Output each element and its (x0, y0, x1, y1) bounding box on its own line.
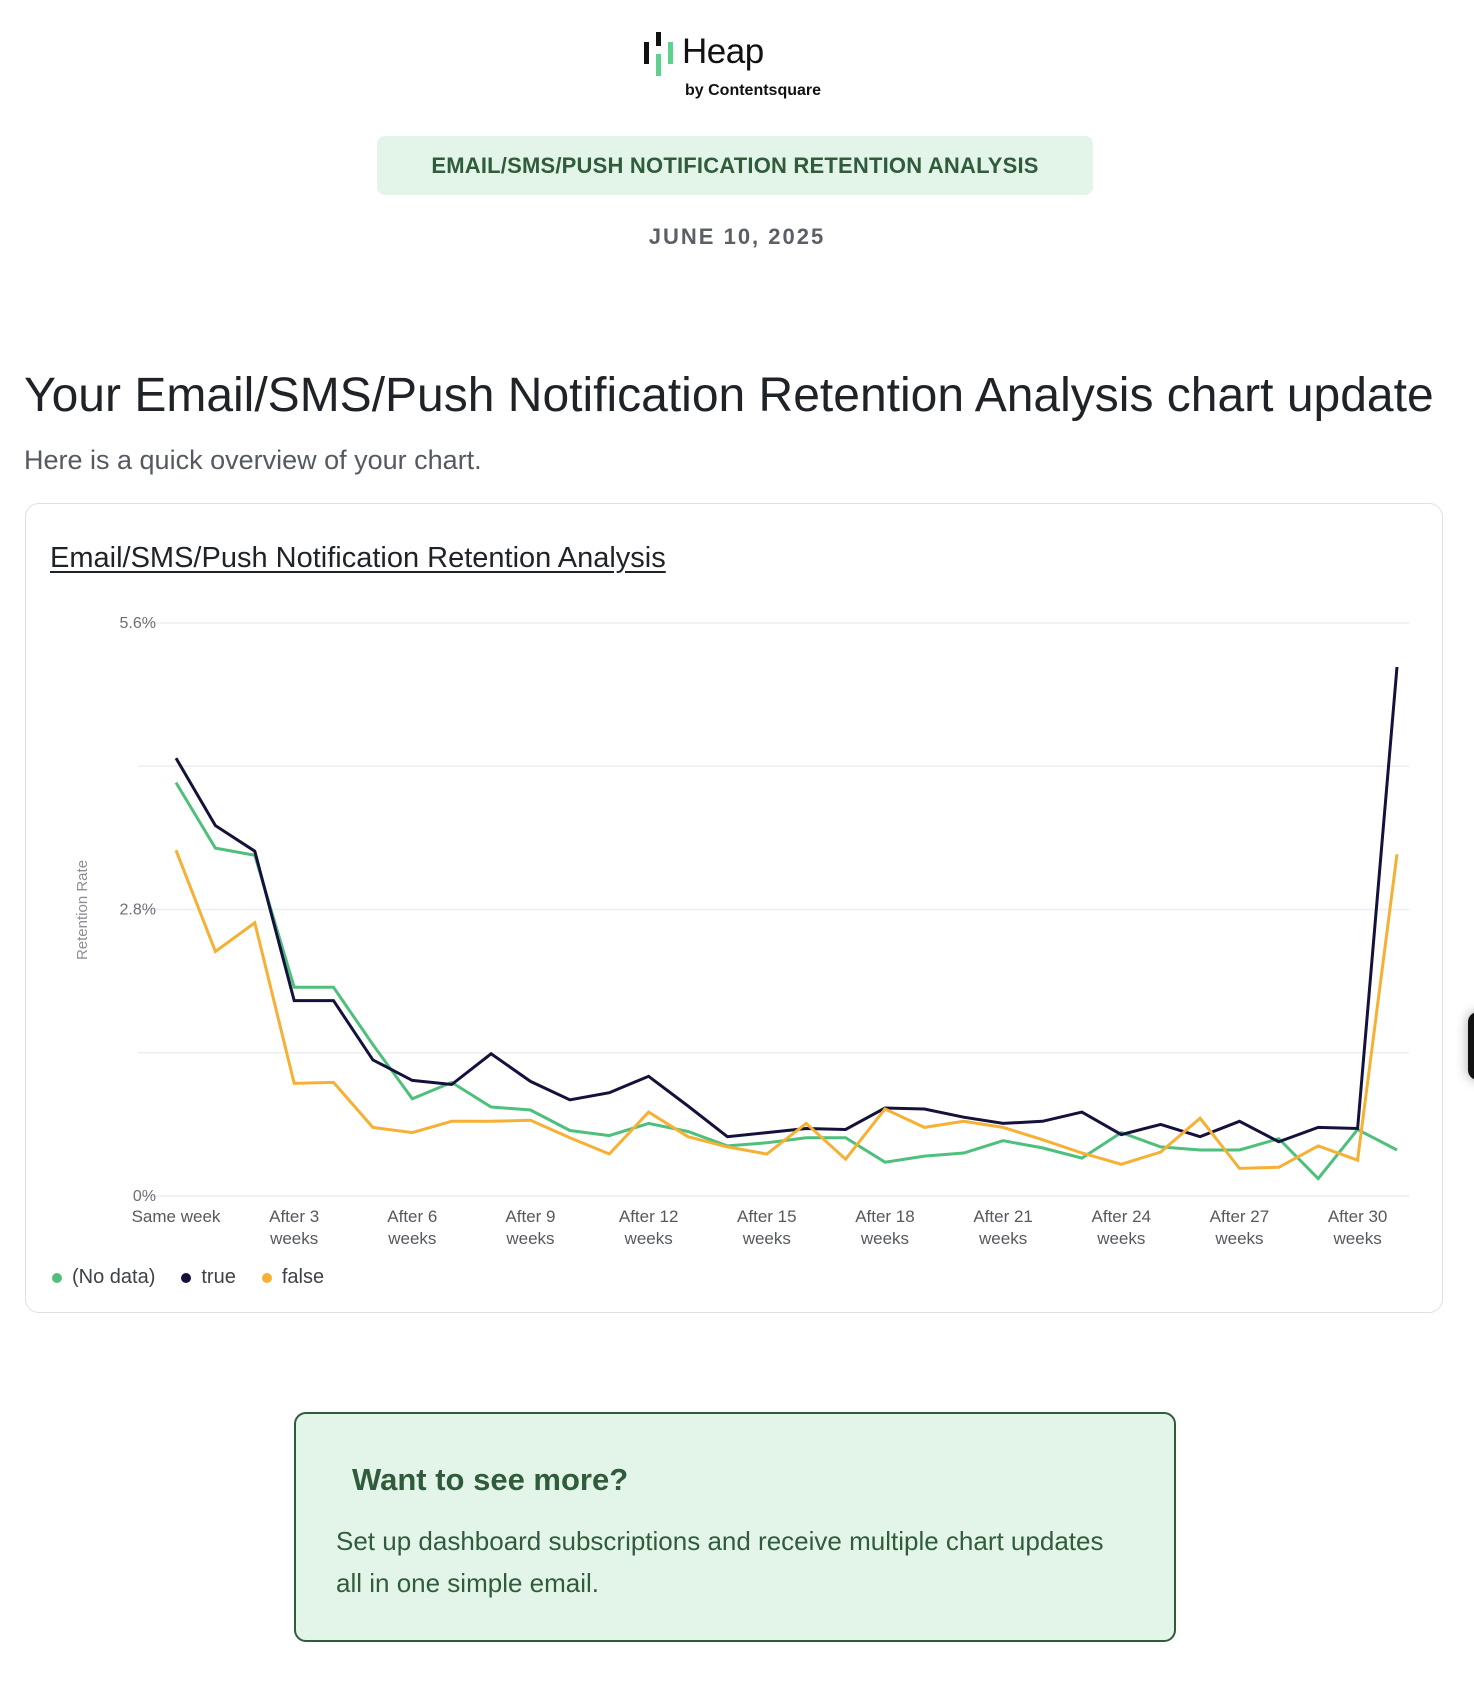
legend-label: (No data) (72, 1266, 156, 1288)
logo-subtitle: by Contentsquare (685, 82, 822, 99)
floating-widget-handle[interactable] (1468, 1012, 1474, 1080)
legend-dot-icon (261, 1272, 272, 1283)
legend-label: true (201, 1266, 236, 1288)
heap-logo[interactable]: Heap by Contentsquare (640, 28, 840, 108)
report-name-badge: EMAIL/SMS/PUSH NOTIFICATION RETENTION AN… (377, 136, 1093, 195)
logo-wordmark: Heap (682, 32, 764, 71)
report-name-label: EMAIL/SMS/PUSH NOTIFICATION RETENTION AN… (431, 152, 1039, 178)
legend-dot-icon (52, 1272, 62, 1283)
cta-body: Set up dashboard subscriptions and recei… (336, 1526, 1104, 1598)
page-subtitle: Here is a quick overview of your chart. (24, 445, 482, 475)
legend-item-false[interactable]: false (261, 1266, 325, 1289)
chart-card (25, 503, 1443, 1313)
legend-item-no-data[interactable]: (No data) (52, 1266, 155, 1289)
legend-label: false (281, 1266, 325, 1288)
report-date: JUNE 10, 2025 (648, 224, 826, 249)
legend-dot-icon (181, 1272, 192, 1283)
chart-legend: (No data) true false (52, 1266, 324, 1289)
legend-item-true[interactable]: true (181, 1266, 236, 1289)
cta-box: Want to see more? Set up dashboard subsc… (294, 1412, 1176, 1642)
chart-title-link[interactable]: Email/SMS/Push Notification Retention An… (50, 542, 666, 574)
cta-title: Want to see more? (352, 1462, 629, 1497)
page-title: Your Email/SMS/Push Notification Retenti… (24, 369, 1434, 422)
heap-logo-icon (644, 32, 673, 76)
